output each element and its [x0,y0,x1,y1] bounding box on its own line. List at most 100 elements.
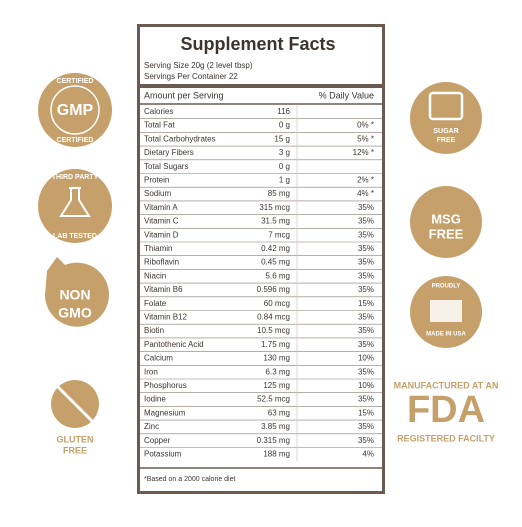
nutrient-name: Biotin [144,326,164,335]
badge-text: SUGAR [433,128,458,135]
nutrient-dv: 35% [358,395,374,404]
nutrient-name: Calories [144,107,173,116]
badge-slash [56,385,94,423]
nutrient-dv: 2% * [357,175,374,184]
nutrient-amount: 63 mg [268,408,290,417]
nutrient-name: Copper [144,436,171,445]
nutrient-dv: 35% [358,367,374,376]
badge-text: CERTIFIED [57,137,94,144]
nutrient-amount: 1 g [279,175,290,184]
nutrient-name: Niacin [144,271,166,280]
badge-text: GMO [58,305,92,321]
nutrient-name: Protein [144,175,169,184]
nutrient-dv: 35% [358,422,374,431]
badge-ring [50,85,100,135]
nutrient-dv: 35% [358,285,374,294]
nutrient-name: Dietary Fibers [144,148,194,157]
nutrient-amount: 1.75 mg [261,340,290,349]
nutrient-name: Magnesium [144,408,186,417]
nutrient-dv: 35% [358,258,374,267]
sugar-badge: SUGAR FREE [410,82,482,154]
nutrient-dv: 35% [358,340,374,349]
usa-badge: PROUDLY MADE IN USA [410,276,482,348]
nutrient-amount: 5.6 mg [266,271,290,280]
nutrient-name: Riboflavin [144,258,179,267]
fda-badge: MANUFACTURED AT AN FDA REGISTERED FACILT… [394,380,499,443]
nutrient-amount: 188 mg [263,449,290,458]
badge-text: CERTIFIED [57,78,94,85]
nutrient-name: Total Carbohydrates [144,134,216,143]
nutrient-amount: 125 mg [263,381,290,390]
serving-size: Serving Size 20g (2 level tbsp) [144,61,253,70]
nutrient-amount: 3.85 mg [261,422,290,431]
nutrient-dv: 35% [358,203,374,212]
nutrient-name: Calcium [144,354,173,363]
nutrient-dv: 10% [358,354,374,363]
nutrient-amount: 0 g [279,121,290,130]
nutrient-dv: 5% * [357,134,374,143]
nutrient-amount: 15 g [274,134,290,143]
nutrient-name: Thiamin [144,244,172,253]
sugar-icon [428,91,464,121]
nutrient-dv: 35% [358,436,374,445]
badge-shape [45,257,109,327]
nutrient-dv: 10% [358,381,374,390]
nutrient-amount: 6.3 mg [266,367,290,376]
nutrient-amount: 85 mg [268,189,290,198]
footnote: *Based on a 2000 calorie diet [144,476,236,483]
header-dv: % Daily Value [319,90,374,100]
badge-text: REGISTERED FACILTY [397,433,495,443]
badge-text: NON [59,287,90,303]
nutrient-dv: 0% * [357,121,374,130]
nutrient-dv: 35% [358,230,374,239]
lab-badge: THIRD PARTY LAB TESTED [38,169,112,243]
nutrient-amount: 116 [277,107,290,116]
nutrient-amount: 0.45 mg [261,258,290,267]
badge-text: PROUDLY [432,284,461,290]
nutrient-name: Sodium [144,189,171,198]
nutrient-amount: 60 mcg [264,299,290,308]
nutrient-name: Vitamin D [144,230,179,239]
nutrient-name: Iron [144,367,158,376]
badge-text: THIRD PARTY [52,174,99,181]
nutrient-amount: 315 mcg [259,203,290,212]
nutrient-name: Vitamin A [144,203,178,212]
nutrient-name: Vitamin B12 [144,312,188,321]
badge-text: FREE [437,137,456,144]
nutrient-dv: 35% [358,312,374,321]
nutrient-name: Folate [144,299,167,308]
badge-text: GMP [57,102,94,119]
nutrient-name: Total Sugars [144,162,188,171]
nutrient-amount: 3 g [279,148,290,157]
servings: Servings Per Container 22 [144,72,238,81]
nutrient-dv: 35% [358,217,374,226]
nutrient-amount: 130 mg [263,354,290,363]
nutrient-amount: 31.5 mg [261,217,290,226]
nutrient-amount: 0.315 mg [257,436,290,445]
nutrient-name: Total Fat [144,121,175,130]
thick-rule [140,84,382,88]
header-amount: Amount per Serving [144,90,224,100]
facts-label: Supplement Facts Serving Size 20g (2 lev… [137,24,385,494]
nutrient-name: Phosphorus [144,381,187,390]
nutrient-dv: 35% [358,244,374,253]
nutrient-amount: 0.596 mg [257,285,290,294]
nutrient-dv: 35% [358,271,374,280]
badge-text: MSG [431,211,461,226]
badge-circle [38,73,112,147]
flag-icon [430,300,462,322]
nutrient-dv: 4% * [357,189,374,198]
nutrient-dv: 12% * [353,148,374,157]
badge-text: MANUFACTURED AT AN [394,380,499,390]
msg-badge: MSG FREE [410,186,482,258]
nutrient-dv: 35% [358,326,374,335]
nutrient-amount: 7 mcg [268,230,290,239]
flask-icon [59,187,91,217]
badge-text: FREE [63,445,87,455]
nutrient-dv: 15% [358,408,374,417]
badge-text: MADE IN USA [426,332,466,338]
badge-circle [410,186,482,258]
nutrient-name: Iodine [144,395,166,404]
nutrient-name: Zinc [144,422,159,431]
